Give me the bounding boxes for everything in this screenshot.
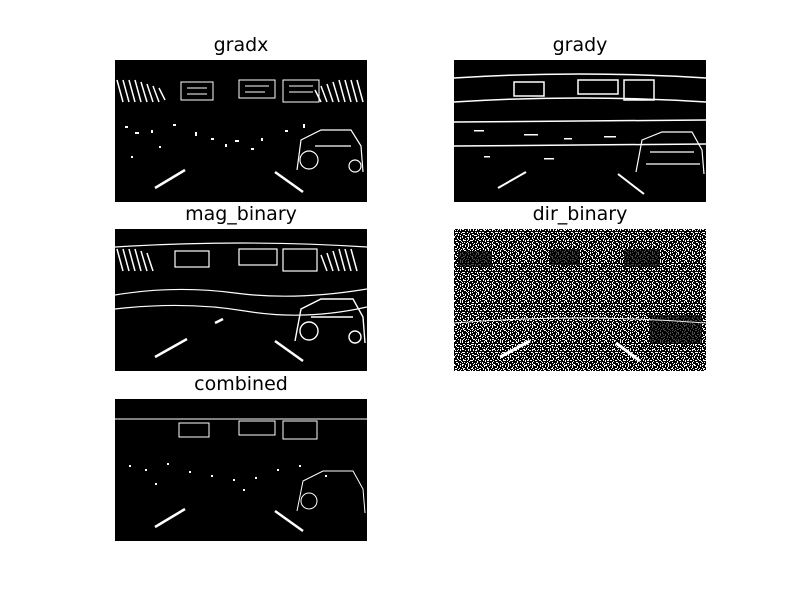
image-grady [454,60,706,202]
panel-title-grady: grady [552,34,608,56]
panel-title-combined: combined [194,373,288,395]
image-gradx [115,60,367,202]
panel-title-dir-binary: dir_binary [532,203,628,225]
image-combined [115,399,367,541]
image-dir-binary [454,229,706,371]
panel-title-mag-binary: mag_binary [185,203,297,225]
image-mag-binary [115,229,367,371]
panel-title-gradx: gradx [213,34,269,56]
